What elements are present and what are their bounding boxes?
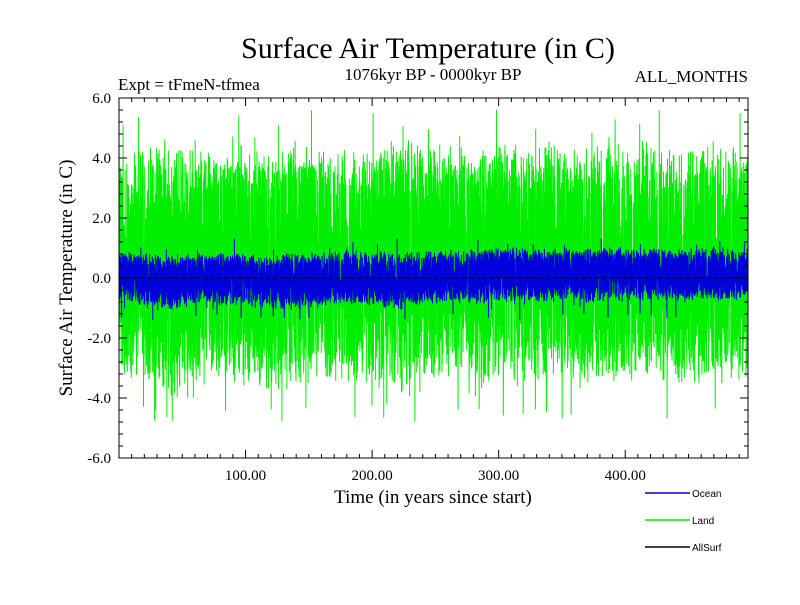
x-tick-label: 100.00 xyxy=(225,468,266,484)
time-range-label: 1076kyr BP - 0000kyr BP xyxy=(345,65,522,84)
y-tick-label: -2.0 xyxy=(87,331,111,347)
x-tick-label: 200.00 xyxy=(351,468,392,484)
legend-label-ocean: Ocean xyxy=(692,489,721,500)
legend-label-land: Land xyxy=(692,516,714,527)
y-tick-label: -6.0 xyxy=(87,451,111,467)
y-tick-label: 2.0 xyxy=(92,211,111,227)
y-tick-label: 6.0 xyxy=(92,91,111,107)
y-tick-label: -4.0 xyxy=(87,391,111,407)
legend: Ocean Land AllSurf xyxy=(645,489,722,554)
y-tick-label: 4.0 xyxy=(92,151,111,167)
months-label: ALL_MONTHS xyxy=(635,67,748,86)
y-tick-label: 0.0 xyxy=(92,271,111,287)
x-tick-label: 400.00 xyxy=(605,468,646,484)
x-tick-label: 300.00 xyxy=(478,468,519,484)
y-axis: -6.0 -4.0 -2.0 0.0 2.0 4.0 6.0 xyxy=(87,91,748,467)
series-ocean-line xyxy=(118,238,749,321)
plot-series xyxy=(118,109,749,422)
chart-title: Surface Air Temperature (in C) xyxy=(241,32,615,65)
legend-label-allsurf: AllSurf xyxy=(692,543,722,554)
x-axis-label: Time (in years since start) xyxy=(334,487,532,508)
y-axis-label: Surface Air Temperature (in C) xyxy=(56,160,77,397)
experiment-label: Expt = tFmeN-tfmea xyxy=(118,75,260,94)
x-axis: 100.00 200.00 300.00 400.00 xyxy=(131,98,740,484)
